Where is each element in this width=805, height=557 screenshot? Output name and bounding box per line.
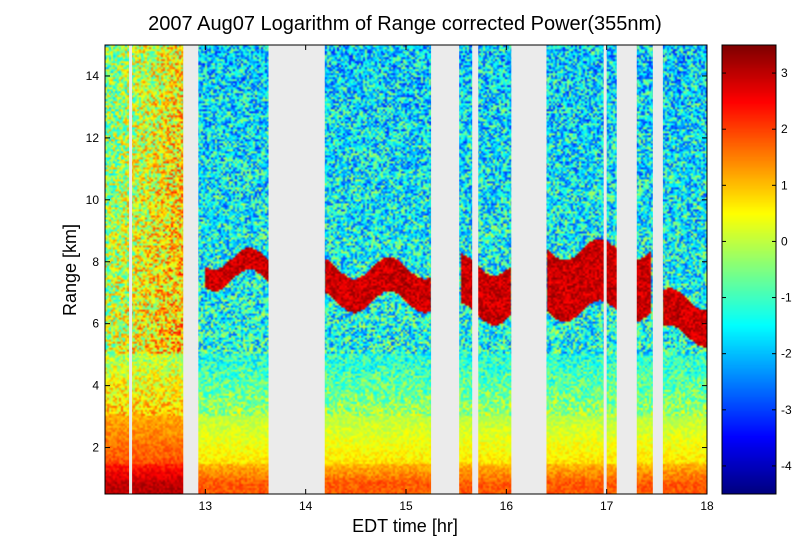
colorbar-tick-label: -4 bbox=[781, 459, 792, 473]
data-gap bbox=[652, 45, 663, 494]
x-tick-label: 18 bbox=[700, 499, 714, 513]
y-tick-label: 4 bbox=[92, 379, 99, 393]
heatmap-plot: 13 14 15 16 17 18 2 4 6 8 10 12 14 bbox=[86, 44, 714, 513]
colorbar-tick-label: -2 bbox=[781, 347, 792, 361]
data-gap bbox=[183, 45, 199, 494]
data-gap bbox=[511, 45, 547, 494]
y-axis-title: Range [km] bbox=[60, 224, 80, 316]
y-tick-label: 6 bbox=[92, 317, 99, 331]
y-tick-label: 10 bbox=[86, 193, 100, 207]
data-gap bbox=[472, 45, 479, 494]
colorbar-gradient bbox=[722, 45, 776, 494]
y-tick-label: 12 bbox=[86, 131, 100, 145]
data-gap bbox=[129, 45, 133, 494]
colorbar-tick-label: 0 bbox=[781, 234, 788, 248]
x-tick-label: 13 bbox=[199, 499, 213, 513]
y-tick-label: 2 bbox=[92, 441, 99, 455]
data-gap bbox=[431, 45, 460, 494]
colorbar-tick-label: -3 bbox=[781, 403, 792, 417]
colorbar: -4 -3 -2 -1 0 1 2 3 bbox=[721, 44, 792, 495]
colorbar-frame bbox=[721, 44, 777, 495]
colorbar-tick-label: -1 bbox=[781, 291, 792, 305]
data-gaps bbox=[129, 45, 663, 494]
data-gap bbox=[268, 45, 325, 494]
colorbar-tick-label: 1 bbox=[781, 178, 788, 192]
colorbar-tick-label: 2 bbox=[781, 122, 788, 136]
x-tick-label: 14 bbox=[299, 499, 313, 513]
x-tick-label: 17 bbox=[600, 499, 614, 513]
colorbar-ticks: -4 -3 -2 -1 0 1 2 3 bbox=[722, 66, 792, 473]
y-tick-label: 14 bbox=[86, 69, 100, 83]
y-axis-ticks: 2 4 6 8 10 12 14 bbox=[86, 69, 707, 455]
data-gap bbox=[603, 45, 607, 494]
data-gap bbox=[616, 45, 637, 494]
x-axis-title: EDT time [hr] bbox=[352, 516, 458, 536]
chart-title: 2007 Aug07 Logarithm of Range corrected … bbox=[148, 13, 662, 35]
colorbar-tick-label: 3 bbox=[781, 66, 788, 80]
x-axis-ticks: 13 14 15 16 17 18 bbox=[199, 45, 714, 513]
y-tick-label: 8 bbox=[92, 255, 99, 269]
x-tick-label: 15 bbox=[399, 499, 413, 513]
x-tick-label: 16 bbox=[500, 499, 514, 513]
